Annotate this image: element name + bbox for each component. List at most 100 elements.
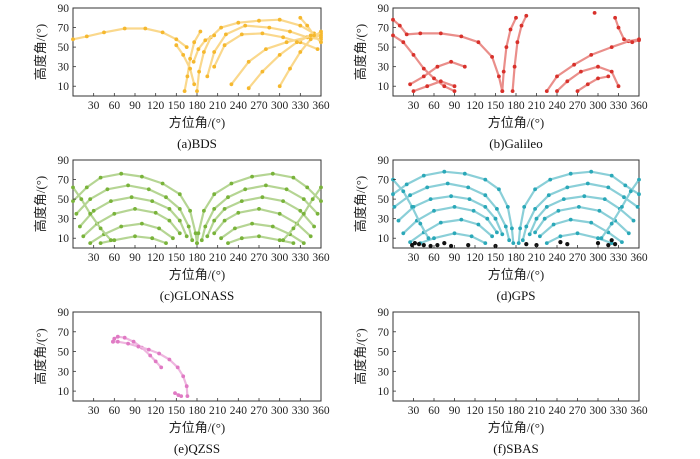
- data-point: [609, 241, 614, 246]
- data-point: [177, 218, 182, 223]
- series-track-left-3: [397, 195, 504, 236]
- low-elevation-point: [421, 243, 426, 248]
- x-tick-label: 150: [487, 252, 505, 264]
- x-tick-label: 90: [129, 252, 141, 264]
- x-tick-label: 240: [230, 405, 248, 417]
- series-track-left-5: [89, 222, 174, 245]
- low-elevation-point: [606, 243, 611, 248]
- data-point: [623, 183, 628, 188]
- data-point: [177, 207, 182, 211]
- x-tick-label: 300: [271, 252, 289, 264]
- data-point: [622, 195, 626, 200]
- data-point: [630, 40, 635, 45]
- data-point: [500, 232, 505, 237]
- x-tick-label: 180: [188, 252, 206, 264]
- y-tick-label: 50: [58, 42, 70, 54]
- series-track-right-5: [538, 218, 623, 244]
- series-track-right-1: [517, 170, 641, 245]
- data-point: [449, 194, 453, 199]
- x-tick-label: 180: [188, 405, 206, 417]
- data-point: [637, 192, 641, 197]
- y-axis-label: 高度角/(°): [33, 328, 48, 384]
- series-track-right-2: [200, 184, 319, 242]
- x-tick-label: 30: [408, 252, 420, 264]
- x-tick-label: 30: [408, 405, 420, 417]
- chart-panel-6: 30 60 90 120 150 180 210 240 270 300 330 360 10 30 50 7…: [353, 307, 648, 456]
- data-point: [267, 25, 272, 30]
- data-point: [295, 40, 299, 45]
- x-tick-label: 90: [129, 405, 141, 417]
- data-point: [177, 192, 182, 197]
- data-point: [483, 241, 488, 246]
- panel-caption: (d)GPS: [496, 288, 535, 303]
- data-point: [119, 171, 124, 176]
- x-axis-label: 方位角/(°): [488, 420, 544, 435]
- data-point: [188, 208, 193, 213]
- data-point: [520, 238, 525, 243]
- data-point: [596, 236, 600, 241]
- x-tick-label: 330: [292, 100, 310, 112]
- y-tick-label: 10: [58, 81, 70, 93]
- panel-caption: (e)QZSS: [174, 441, 220, 456]
- data-point: [628, 189, 633, 194]
- data-point: [551, 222, 556, 227]
- data-point: [298, 23, 303, 28]
- data-point: [396, 218, 401, 223]
- y-tick-label: 30: [378, 366, 390, 378]
- data-point: [476, 40, 481, 45]
- data-point: [438, 220, 443, 225]
- series-track-arc-4: [412, 80, 456, 93]
- series-track-right-2: [521, 182, 639, 242]
- x-tick-label: 120: [466, 100, 484, 112]
- data-point: [140, 221, 144, 226]
- y-tick-label: 10: [58, 386, 70, 398]
- data-point: [511, 241, 516, 246]
- x-tick-label: 210: [209, 100, 227, 112]
- data-point: [167, 207, 172, 211]
- data-point: [637, 38, 641, 43]
- data-point: [219, 25, 224, 30]
- x-tick-label: 210: [209, 405, 227, 417]
- data-point: [404, 182, 409, 187]
- data-point: [174, 37, 179, 42]
- chart-panel-2: 30 60 90 120 150 180 210 240 270 300 330 360 10 30 50 7…: [353, 3, 648, 151]
- data-point: [146, 347, 151, 352]
- data-point: [542, 216, 547, 221]
- data-point: [182, 89, 187, 93]
- y-tick-label: 30: [378, 62, 390, 74]
- x-tick-label: 90: [449, 405, 461, 417]
- data-point: [568, 217, 573, 222]
- data-point: [319, 29, 323, 34]
- x-tick-label: 240: [548, 405, 566, 417]
- x-tick-label: 270: [250, 405, 268, 417]
- data-point: [202, 50, 206, 54]
- data-point: [483, 193, 488, 198]
- data-point: [319, 199, 323, 204]
- data-point: [84, 34, 89, 39]
- data-point: [425, 84, 430, 89]
- x-tick-label: 300: [589, 100, 607, 112]
- x-axis-label: 方位角/(°): [488, 115, 544, 130]
- data-point: [277, 17, 282, 22]
- data-point: [212, 231, 217, 236]
- data-point: [315, 211, 320, 216]
- x-tick-label: 240: [230, 252, 248, 264]
- x-tick-label: 120: [466, 252, 484, 264]
- data-point: [572, 62, 576, 67]
- x-tick-label: 330: [610, 405, 628, 417]
- data-point: [503, 224, 508, 229]
- low-elevation-point: [466, 243, 471, 248]
- data-point: [410, 205, 414, 209]
- data-point: [401, 189, 406, 194]
- data-point: [177, 231, 182, 236]
- data-point: [233, 226, 237, 231]
- data-point: [79, 197, 84, 202]
- series-track-left-5: [409, 218, 494, 244]
- data-point: [84, 185, 89, 190]
- data-point: [198, 29, 203, 34]
- data-point: [392, 205, 397, 209]
- data-point: [281, 35, 285, 40]
- data-point: [391, 192, 395, 197]
- data-point: [301, 197, 306, 202]
- data-point: [391, 17, 395, 22]
